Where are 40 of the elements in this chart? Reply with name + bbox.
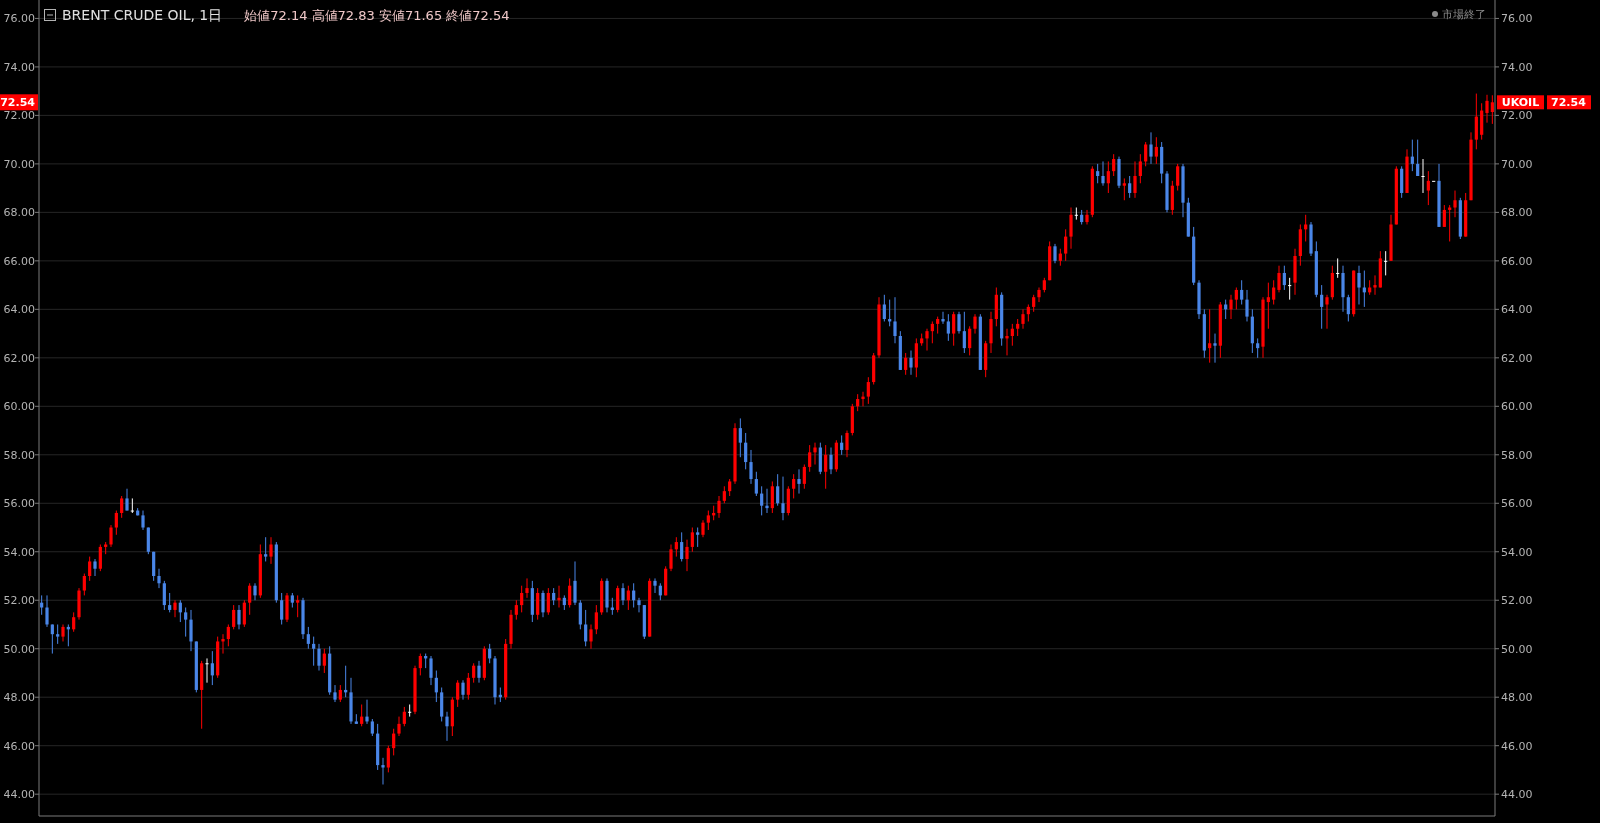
y-tick-label: 52.00 xyxy=(3,594,35,608)
y-tick-label: 66.00 xyxy=(3,254,35,268)
y2-tick-label: 72.00 xyxy=(1501,109,1533,123)
y-tick-label: 74.00 xyxy=(3,60,35,74)
y2-tick-label: 56.00 xyxy=(1501,497,1533,511)
y2-tick-label: 60.00 xyxy=(1501,400,1533,414)
y2-tick-label: 74.00 xyxy=(1501,60,1533,74)
y2-tick-label: 50.00 xyxy=(1501,642,1533,656)
y2-tick-label: 62.00 xyxy=(1501,351,1533,365)
y-tick-label: 64.00 xyxy=(3,303,35,317)
text: UKOIL xyxy=(1501,96,1540,110)
y-tick-label: 44.00 xyxy=(3,788,35,802)
y-tick-label: 60.00 xyxy=(3,400,35,414)
y2-tick-label: 68.00 xyxy=(1501,206,1533,220)
y-tick-label: 76.00 xyxy=(3,12,35,26)
y2-tick-label: 76.00 xyxy=(1501,12,1533,26)
y-tick-label: 72.00 xyxy=(3,109,35,123)
y-tick-label: 62.00 xyxy=(3,351,35,365)
text: 72.54 xyxy=(0,96,36,110)
y-tick-label: 48.00 xyxy=(3,691,35,705)
y2-tick-label: 70.00 xyxy=(1501,157,1533,171)
y2-tick-label: 52.00 xyxy=(1501,594,1533,608)
y2-tick-label: 58.00 xyxy=(1501,448,1533,462)
y2-tick-label: 48.00 xyxy=(1501,691,1533,705)
y2-tick-label: 66.00 xyxy=(1501,254,1533,268)
annotation: 市場終了 xyxy=(1442,8,1486,21)
y2-tick-label: 64.00 xyxy=(1501,303,1533,317)
y2-tick-label: 46.00 xyxy=(1501,739,1533,753)
y2-tick-label: 44.00 xyxy=(1501,788,1533,802)
y-tick-label: 70.00 xyxy=(3,157,35,171)
y2-tick-label: 54.00 xyxy=(1501,545,1533,559)
y-tick-label: 58.00 xyxy=(3,448,35,462)
text: BRENT CRUDE OIL, 1日 xyxy=(62,7,223,23)
y-tick-label: 56.00 xyxy=(3,497,35,511)
y-tick-label: 50.00 xyxy=(3,642,35,656)
y-tick-label: 68.00 xyxy=(3,206,35,220)
y-tick-label: 46.00 xyxy=(3,739,35,753)
text: 72.54 xyxy=(1551,96,1587,110)
y-tick-label: 54.00 xyxy=(3,545,35,559)
annotation: 始値72.14 高値72.83 安値71.65 終値72.54 xyxy=(244,8,510,23)
